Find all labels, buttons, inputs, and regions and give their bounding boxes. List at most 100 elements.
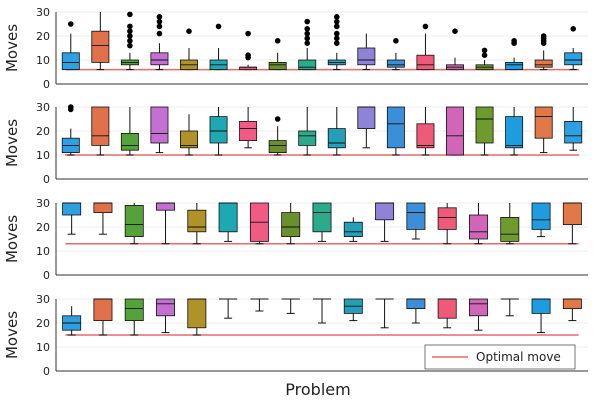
box-body bbox=[386, 106, 405, 149]
box-13 bbox=[437, 203, 457, 245]
box-6 bbox=[209, 23, 228, 71]
box-3 bbox=[120, 11, 139, 71]
box-body bbox=[150, 52, 169, 66]
outlier-point bbox=[186, 28, 192, 34]
box-8 bbox=[268, 38, 287, 71]
panel-4: 0 10 20 30 Moves bbox=[3, 293, 588, 378]
legend: Optimal move bbox=[424, 344, 576, 370]
box-body bbox=[500, 216, 520, 242]
legend-label-optimal-move: Optimal move bbox=[476, 350, 561, 364]
box-body bbox=[505, 116, 524, 149]
box-4 bbox=[156, 202, 176, 245]
box-3 bbox=[120, 107, 139, 156]
box-14 bbox=[468, 298, 488, 331]
outlier-point bbox=[127, 23, 133, 30]
box-body bbox=[357, 47, 376, 66]
box-10 bbox=[343, 298, 363, 322]
y-tick-label: 10 bbox=[36, 341, 50, 354]
box-9 bbox=[312, 202, 332, 242]
box-body bbox=[437, 298, 457, 319]
panel-1: 0 10 20 30 Moves bbox=[3, 6, 588, 91]
box-2 bbox=[91, 12, 110, 71]
y-tick-label: 30 bbox=[36, 101, 50, 114]
box-12 bbox=[406, 298, 426, 324]
box-12 bbox=[386, 106, 405, 156]
box-3 bbox=[124, 298, 144, 336]
box-5 bbox=[180, 114, 198, 156]
box-15 bbox=[475, 106, 494, 156]
box-body bbox=[268, 62, 287, 71]
box-11 bbox=[357, 106, 376, 149]
box-1 bbox=[62, 202, 82, 235]
box-5 bbox=[180, 28, 198, 71]
box-body bbox=[375, 202, 395, 221]
box-18 bbox=[564, 26, 583, 71]
outlier-point bbox=[67, 104, 74, 110]
box-5 bbox=[187, 203, 207, 245]
outlier-point bbox=[274, 116, 281, 122]
outlier-point bbox=[127, 42, 133, 49]
box-10 bbox=[327, 13, 346, 71]
box-body bbox=[268, 140, 287, 154]
box-10 bbox=[343, 217, 363, 242]
box-16 bbox=[505, 107, 524, 156]
y-tick-label: 0 bbox=[43, 173, 50, 186]
box-9 bbox=[298, 107, 317, 156]
outlier-point bbox=[274, 38, 281, 44]
outlier-point bbox=[156, 13, 163, 20]
outlier-point bbox=[333, 40, 340, 46]
box-17 bbox=[562, 202, 582, 245]
outlier-point bbox=[333, 18, 340, 25]
outlier-point bbox=[452, 28, 458, 34]
box-15 bbox=[500, 203, 520, 245]
box-12 bbox=[406, 202, 426, 240]
box-14 bbox=[446, 28, 464, 71]
outlier-point bbox=[127, 28, 133, 34]
outlier-point bbox=[511, 38, 517, 44]
box-14 bbox=[468, 203, 488, 245]
y-axis-label: Moves bbox=[3, 311, 21, 359]
box-body bbox=[475, 106, 494, 144]
box-body bbox=[468, 298, 488, 317]
box-17 bbox=[534, 33, 553, 71]
outlier-point bbox=[67, 21, 74, 27]
box-body bbox=[298, 130, 317, 146]
outlier-point bbox=[333, 13, 340, 20]
box-16 bbox=[531, 202, 551, 238]
box-2 bbox=[93, 202, 113, 235]
box-7 bbox=[249, 202, 269, 245]
y-tick-label: 10 bbox=[36, 245, 50, 258]
box-body bbox=[124, 204, 144, 237]
box-body bbox=[327, 128, 346, 149]
outlier-point bbox=[393, 38, 399, 44]
outlier-point bbox=[156, 18, 163, 25]
box-body bbox=[468, 214, 488, 240]
box-18 bbox=[564, 107, 583, 151]
outlier-point bbox=[156, 30, 163, 37]
box-body bbox=[93, 298, 113, 322]
box-1 bbox=[62, 306, 82, 336]
box-5 bbox=[187, 298, 207, 336]
box-body bbox=[120, 132, 139, 151]
box-4 bbox=[156, 298, 176, 334]
box-body bbox=[416, 123, 435, 149]
y-tick-label: 20 bbox=[36, 221, 50, 234]
panel-2: 0 10 20 30 Moves bbox=[3, 101, 588, 186]
box-11 bbox=[375, 202, 395, 242]
box-body bbox=[156, 298, 176, 317]
y-tick-label: 20 bbox=[36, 317, 50, 330]
outlier-point bbox=[570, 26, 577, 32]
outlier-point bbox=[127, 33, 133, 39]
box-12 bbox=[386, 38, 405, 71]
box-body bbox=[156, 202, 176, 211]
box-11 bbox=[375, 298, 394, 329]
y-tick-label: 0 bbox=[43, 269, 50, 282]
y-tick-label: 10 bbox=[36, 54, 50, 67]
box-9 bbox=[312, 298, 332, 324]
panels-group: 0 10 20 30 Moves 0 10 20 30 Moves 0 10 20 30 Moves 0 10 2… bbox=[3, 6, 588, 378]
outlier-point bbox=[422, 23, 429, 30]
outlier-point bbox=[304, 40, 311, 46]
outlier-point bbox=[245, 30, 251, 37]
box-17 bbox=[562, 298, 582, 322]
box-body bbox=[564, 52, 583, 66]
